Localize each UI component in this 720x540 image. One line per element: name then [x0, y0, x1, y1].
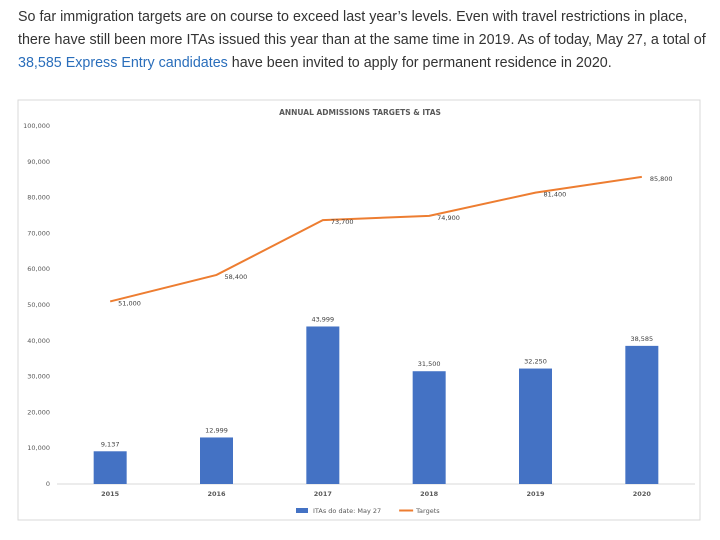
- bar: [306, 326, 340, 484]
- text: So far immigration targets are on course…: [18, 9, 706, 48]
- bar: [200, 437, 233, 484]
- bar: [93, 451, 127, 484]
- x-tick-label: 2019: [526, 490, 545, 498]
- y-tick-label: 100,000: [23, 122, 50, 130]
- x-tick-label: 2017: [314, 490, 332, 498]
- data-label: 31,500: [418, 360, 441, 368]
- data-label: 81,400: [544, 191, 567, 199]
- data-label: 43,999: [311, 315, 334, 323]
- x-tick-label: 2016: [207, 490, 226, 498]
- y-tick-label: 30,000: [27, 373, 50, 381]
- x-tick-label: 2018: [420, 490, 439, 498]
- y-tick-label: 80,000: [27, 194, 50, 202]
- chart-frame: [17, 99, 701, 521]
- data-label: 58,400: [225, 273, 248, 281]
- data-label: 38,585: [630, 335, 653, 343]
- data-label: 51,000: [118, 299, 141, 307]
- data-label: 74,900: [437, 214, 460, 222]
- data-label: 32,250: [524, 358, 547, 366]
- y-tick-label: 50,000: [27, 301, 50, 309]
- data-label: 9,137: [101, 440, 120, 448]
- link[interactable]: 38,585 Express Entry candidates: [18, 55, 228, 71]
- paragraph: So far immigration targets are on course…: [18, 6, 708, 75]
- y-tick-label: 90,000: [27, 158, 50, 166]
- data-label: 85,800: [650, 175, 673, 183]
- y-tick-label: 70,000: [27, 229, 50, 237]
- legend-label: ITAs do date: May 27: [313, 507, 381, 515]
- y-tick-label: 60,000: [27, 265, 50, 273]
- legend-label: Targets: [415, 507, 440, 515]
- y-tick-label: 40,000: [27, 337, 50, 345]
- bar: [519, 368, 552, 484]
- line: [109, 175, 642, 303]
- bar: [412, 371, 446, 484]
- text: have been invited to apply for permanent…: [227, 55, 612, 71]
- data-label: 73,700: [331, 218, 354, 226]
- data-label: 12,999: [205, 426, 228, 434]
- chart-title: ANNUAL ADMISSIONS TARGETS & ITAS: [279, 108, 441, 117]
- y-tick-label: 0: [46, 480, 50, 488]
- y-tick-label: 10,000: [27, 444, 50, 452]
- x-tick-label: 2020: [633, 490, 652, 498]
- y-tick-label: 20,000: [27, 408, 50, 416]
- legend-swatch: [296, 508, 308, 513]
- bar: [625, 345, 659, 484]
- x-tick-label: 2015: [101, 490, 120, 498]
